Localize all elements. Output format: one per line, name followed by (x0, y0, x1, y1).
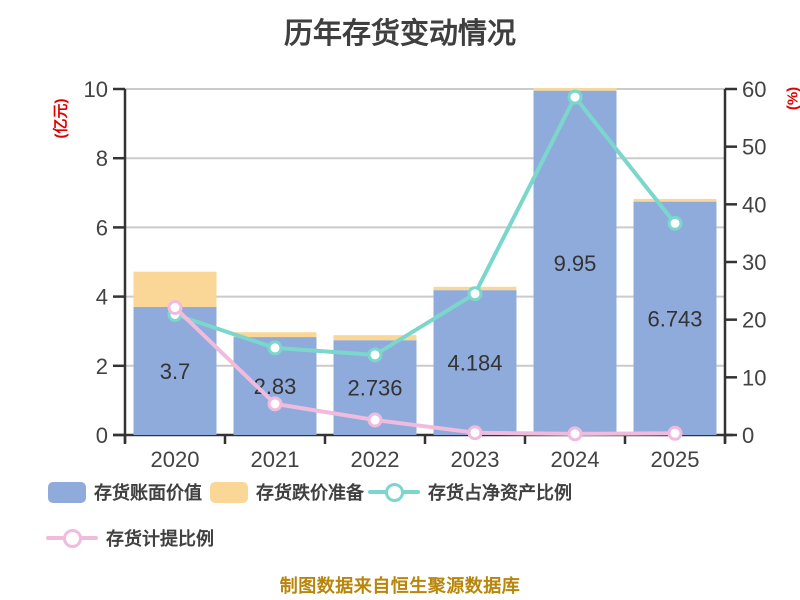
line-marker-2021[interactable] (267, 396, 283, 412)
x-axis-label: 2025 (651, 447, 700, 472)
bar-bookvalue-2023[interactable] (433, 290, 517, 435)
bar-value-label: 4.184 (447, 351, 502, 376)
right-tick-label: 10 (742, 365, 766, 390)
right-tick-label: 30 (742, 250, 766, 275)
right-tick-label: 20 (742, 308, 766, 333)
legend-item-inventory-net-asset-ratio[interactable]: 存货占净资产比例 (368, 479, 572, 505)
line-marker-2022[interactable] (367, 412, 383, 428)
right-tick-label: 40 (742, 192, 766, 217)
line-marker-2021[interactable] (267, 340, 283, 356)
bar-value-label: 3.7 (160, 359, 191, 384)
bar-provision-2021[interactable] (233, 332, 317, 338)
line-series-1 (173, 305, 677, 436)
line-series-0 (173, 95, 677, 357)
bar-value-label: 2.736 (347, 376, 402, 401)
bar-provision-2025[interactable] (633, 198, 717, 202)
chart-title: 历年存货变动情况 (283, 18, 516, 50)
line-marker-2024[interactable] (567, 89, 583, 105)
line-marker-2025[interactable] (667, 425, 683, 441)
line-marker-2024[interactable] (567, 426, 583, 442)
right-tick-label: 60 (742, 77, 766, 102)
left-tick-label: 8 (96, 146, 108, 171)
bar-value-label: 2.83 (254, 374, 297, 399)
left-tick-label: 10 (84, 77, 108, 102)
legend-label: 存货占净资产比例 (428, 483, 572, 503)
left-tick-label: 6 (96, 215, 108, 240)
bar-bookvalue-2025[interactable] (633, 201, 717, 435)
left-tick-label: 4 (96, 285, 108, 310)
line-marker-2020[interactable] (167, 300, 183, 316)
legend-item-inventory-provision[interactable]: 存货跌价准备 (210, 479, 364, 505)
data-source-caption: 制图数据来自恒生聚源数据库 (279, 576, 521, 596)
legend-item-inventory-book-value[interactable]: 存货账面价值 (48, 479, 202, 505)
line-marker-2023[interactable] (467, 286, 483, 302)
legend-label: 存货跌价准备 (256, 483, 364, 503)
bar-value-label: 6.743 (647, 306, 702, 331)
x-axis-label: 2022 (351, 447, 400, 472)
right-tick-label: 0 (742, 423, 754, 448)
bar-swatch-blue (48, 481, 86, 503)
line-marker-2023[interactable] (467, 425, 483, 441)
x-axis-label: 2023 (451, 447, 500, 472)
line-marker-2022[interactable] (367, 347, 383, 363)
x-axis-label: 2024 (551, 447, 600, 472)
bar-swatch-orange (210, 481, 248, 503)
bar-value-label: 9.95 (554, 251, 597, 276)
right-tick-label: 50 (742, 135, 766, 160)
legend-label: 存货计提比例 (106, 529, 214, 549)
left-tick-label: 2 (96, 354, 108, 379)
bar-provision-2022[interactable] (333, 335, 417, 341)
line-marker-pink (46, 528, 98, 548)
line-marker-2025[interactable] (667, 215, 683, 231)
legend-label: 存货账面价值 (94, 483, 202, 503)
x-axis-label: 2021 (251, 447, 300, 472)
bar-bookvalue-2020[interactable] (133, 306, 217, 435)
legend-item-inventory-accrual-ratio[interactable]: 存货计提比例 (46, 525, 214, 551)
line-marker-teal (368, 482, 420, 502)
left-tick-label: 0 (96, 423, 108, 448)
x-axis-label: 2020 (151, 447, 200, 472)
bar-provision-2024[interactable] (533, 88, 617, 91)
